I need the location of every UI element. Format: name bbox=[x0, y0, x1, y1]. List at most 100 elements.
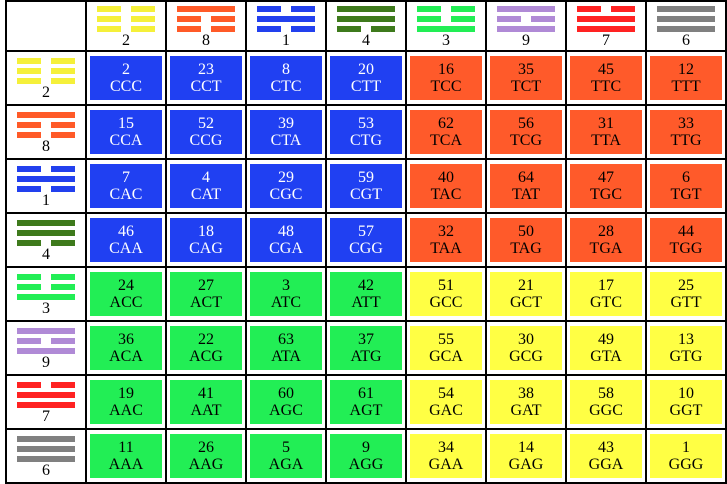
hexagram-number: 21 bbox=[518, 277, 534, 294]
codon-box: 4 CAT bbox=[170, 164, 242, 208]
codon-cell: 14 GAG bbox=[485, 428, 567, 484]
codon: CTC bbox=[270, 78, 302, 95]
codon-box: 61 AGT bbox=[330, 380, 402, 424]
codon-cell: 36 ACA bbox=[85, 320, 167, 376]
row-trigram-1: 1 bbox=[5, 158, 87, 214]
trigram-icon bbox=[177, 5, 235, 32]
row-trigram-2: 2 bbox=[5, 50, 87, 106]
codon-box: 34 GAA bbox=[410, 434, 482, 478]
trigram-number: 2 bbox=[42, 83, 50, 101]
codon-box: 22 ACG bbox=[170, 326, 242, 370]
codon-cell: 2 CCC bbox=[85, 50, 167, 106]
codon: TCA bbox=[430, 132, 462, 149]
table-row: 9 36 ACA 22 ACG 63 ATA 37 ATG 55 GCA 30 GCG 49 GTA 13 GT… bbox=[5, 320, 727, 376]
trigram-number: 3 bbox=[42, 299, 50, 317]
codon: ACA bbox=[109, 348, 143, 365]
codon: GAG bbox=[508, 456, 544, 473]
trigram-number: 7 bbox=[42, 407, 50, 425]
hexagram-number: 15 bbox=[118, 115, 134, 132]
codon: GGC bbox=[589, 402, 623, 419]
codon: CTG bbox=[350, 132, 382, 149]
codon-cell: 33 TTG bbox=[645, 104, 727, 160]
codon-box: 46 CAA bbox=[90, 218, 162, 262]
hexagram-number: 64 bbox=[518, 169, 534, 186]
codon: GGT bbox=[669, 402, 703, 419]
hexagram-number: 28 bbox=[598, 223, 614, 240]
column-trigram-6: 6 bbox=[645, 0, 727, 52]
codon-cell: 42 ATT bbox=[325, 266, 407, 322]
codon-cell: 15 CCA bbox=[85, 104, 167, 160]
codon-box: 5 AGA bbox=[250, 434, 322, 478]
codon-cell: 44 TGG bbox=[645, 212, 727, 268]
codon-cell: 39 CTA bbox=[245, 104, 327, 160]
codon: GCG bbox=[509, 348, 543, 365]
codon: CCT bbox=[190, 78, 222, 95]
codon-cell: 20 CTT bbox=[325, 50, 407, 106]
codon: ATT bbox=[351, 294, 381, 311]
hexagram-number: 25 bbox=[678, 277, 694, 294]
codon-box: 30 GCG bbox=[490, 326, 562, 370]
codon-box: 25 GTT bbox=[650, 272, 722, 316]
trigram-icon bbox=[417, 5, 475, 32]
hexagram-number: 52 bbox=[198, 115, 214, 132]
codon-cell: 57 CGG bbox=[325, 212, 407, 268]
codon-cell: 48 CGA bbox=[245, 212, 327, 268]
codon-cell: 7 CAC bbox=[85, 158, 167, 214]
codon-box: 35 TCT bbox=[490, 56, 562, 100]
hexagram-number: 41 bbox=[198, 385, 214, 402]
codon: AAT bbox=[190, 402, 222, 419]
hexagram-number: 62 bbox=[438, 115, 454, 132]
hexagram-number: 40 bbox=[438, 169, 454, 186]
codon-box: 63 ATA bbox=[250, 326, 322, 370]
codon: ATG bbox=[350, 348, 382, 365]
codon-box: 58 GGC bbox=[570, 380, 642, 424]
codon: CCC bbox=[109, 78, 142, 95]
codon: GCA bbox=[429, 348, 463, 365]
codon-cell: 16 TCC bbox=[405, 50, 487, 106]
codon-cell: 63 ATA bbox=[245, 320, 327, 376]
hexagram-number: 49 bbox=[598, 331, 614, 348]
codon: TGA bbox=[589, 240, 623, 257]
codon-cell: 9 AGG bbox=[325, 428, 407, 484]
codon: CGA bbox=[269, 240, 303, 257]
codon-cell: 60 AGC bbox=[245, 374, 327, 430]
codon: CAC bbox=[109, 186, 143, 203]
codon-box: 45 TTC bbox=[570, 56, 642, 100]
table-row: 7 19 AAC 41 AAT 60 AGC 61 AGT 54 GAC 38 GAT 58 GGC 10 GG… bbox=[5, 374, 727, 430]
codon-cell: 30 GCG bbox=[485, 320, 567, 376]
codon: ACG bbox=[189, 348, 223, 365]
codon-box: 56 TCG bbox=[490, 110, 562, 154]
codon: CCG bbox=[189, 132, 223, 149]
codon-box: 37 ATG bbox=[330, 326, 402, 370]
codon-box: 16 TCC bbox=[410, 56, 482, 100]
codon-box: 21 GCT bbox=[490, 272, 562, 316]
codon-trigram-table: 2 8 1 4 3 9 7 6 2 2 CCC 23 CCT 8 CTC 20 CTT 16 TCC 35 TCT 45 T… bbox=[5, 0, 727, 484]
row-trigram-7: 7 bbox=[5, 374, 87, 430]
codon-box: 15 CCA bbox=[90, 110, 162, 154]
codon-cell: 17 GTC bbox=[565, 266, 647, 322]
hexagram-number: 13 bbox=[678, 331, 694, 348]
codon: TAG bbox=[510, 240, 542, 257]
hexagram-number: 14 bbox=[518, 439, 534, 456]
hexagram-number: 23 bbox=[198, 61, 214, 78]
trigram-icon bbox=[257, 5, 315, 32]
codon-box: 51 GCC bbox=[410, 272, 482, 316]
trigram-number: 6 bbox=[42, 461, 50, 479]
hexagram-number: 36 bbox=[118, 331, 134, 348]
trigram-icon bbox=[497, 5, 555, 32]
hexagram-number: 34 bbox=[438, 439, 454, 456]
codon-cell: 49 GTA bbox=[565, 320, 647, 376]
column-trigram-9: 9 bbox=[485, 0, 567, 52]
codon-cell: 40 TAC bbox=[405, 158, 487, 214]
codon-box: 53 CTG bbox=[330, 110, 402, 154]
codon: CGT bbox=[350, 186, 382, 203]
hexagram-number: 39 bbox=[278, 115, 294, 132]
hexagram-number: 54 bbox=[438, 385, 454, 402]
codon-cell: 62 TCA bbox=[405, 104, 487, 160]
codon: TGC bbox=[590, 186, 622, 203]
codon-cell: 34 GAA bbox=[405, 428, 487, 484]
codon-box: 23 CCT bbox=[170, 56, 242, 100]
hexagram-number: 2 bbox=[122, 61, 130, 78]
hexagram-number: 35 bbox=[518, 61, 534, 78]
